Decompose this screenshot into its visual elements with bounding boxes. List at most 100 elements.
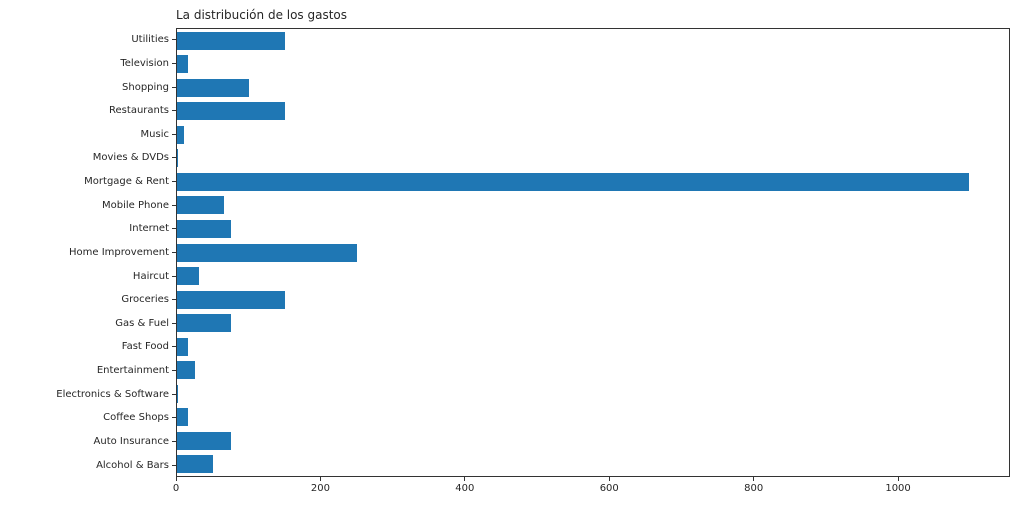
bar-row (177, 406, 1009, 430)
bar-row (177, 453, 1009, 477)
y-axis-label: Coffee Shops (103, 412, 169, 424)
y-axis-label: Mobile Phone (102, 199, 169, 211)
y-axis-tick-mark (172, 299, 176, 301)
y-axis-tick-mark (172, 110, 176, 112)
y-tick-row: Home Improvement (0, 241, 176, 265)
bar-row (177, 288, 1009, 312)
y-axis-label: Mortgage & Rent (84, 176, 169, 188)
bar (177, 337, 188, 356)
bar-row (177, 217, 1009, 241)
y-axis-tick-mark (172, 204, 176, 206)
x-axis-tick-label: 200 (310, 483, 330, 494)
y-tick-row: Auto Insurance (0, 430, 176, 454)
bar-row (177, 170, 1009, 194)
y-axis-tick-mark (172, 417, 176, 419)
y-axis-label: Gas & Fuel (115, 317, 169, 329)
y-axis-label: Entertainment (96, 365, 169, 377)
y-axis-label: Auto Insurance (93, 435, 169, 447)
bar (177, 408, 188, 427)
chart-title: La distribución de los gastos (176, 8, 348, 22)
bar-row (177, 264, 1009, 288)
x-axis-tick-mark (897, 477, 899, 481)
y-tick-row: Gas & Fuel (0, 312, 176, 336)
bar (177, 243, 358, 262)
y-axis-tick-mark (172, 440, 176, 442)
bar (177, 455, 214, 474)
y-axis-label: Alcohol & Bars (96, 459, 169, 471)
bar (177, 102, 286, 121)
bar (177, 196, 224, 215)
x-axis-tick-mark (319, 477, 321, 481)
y-axis-label: Electronics & Software (56, 388, 169, 400)
y-axis-labels: Utilities Television Shopping Restaurants Mu… (0, 28, 176, 477)
y-axis-tick-mark (172, 86, 176, 88)
y-axis-tick-mark (172, 275, 176, 277)
y-axis-label: Fast Food (121, 341, 169, 353)
y-axis-tick-mark (172, 157, 176, 159)
y-tick-row: Restaurants (0, 99, 176, 123)
x-axis-tick-mark (464, 477, 466, 481)
bar-row (177, 53, 1009, 77)
y-axis-label: Shopping (122, 81, 169, 93)
bar-row (177, 358, 1009, 382)
y-axis-label: Home Improvement (69, 246, 169, 258)
x-axis-tick-mark (753, 477, 755, 481)
y-tick-row: Haircut (0, 264, 176, 288)
bar-row (177, 147, 1009, 171)
y-tick-row: Alcohol & Bars (0, 453, 176, 477)
y-axis-tick-mark (172, 228, 176, 230)
y-axis-tick-mark (172, 251, 176, 253)
bar-row (177, 241, 1009, 265)
y-tick-row: Shopping (0, 75, 176, 99)
y-tick-row: Television (0, 52, 176, 76)
bar-row (177, 123, 1009, 147)
bar (177, 361, 195, 380)
y-axis-label: Internet (129, 223, 169, 235)
y-axis-tick-mark (172, 322, 176, 324)
x-axis-tick-label: 800 (744, 483, 764, 494)
y-tick-row: Movies & DVDs (0, 146, 176, 170)
y-axis-tick-mark (172, 62, 176, 64)
y-axis-tick-mark (172, 393, 176, 395)
y-axis-label: Music (140, 128, 169, 140)
y-axis-tick-mark (172, 370, 176, 372)
bar (177, 290, 286, 309)
y-axis-label: Haircut (132, 270, 169, 282)
x-axis-tick-mark (175, 477, 177, 481)
y-tick-row: Utilities (0, 28, 176, 52)
bar-row (177, 311, 1009, 335)
bar-row (177, 194, 1009, 218)
bar (177, 384, 178, 403)
bar (177, 55, 188, 74)
y-axis-label: Restaurants (109, 105, 169, 117)
y-tick-row: Mobile Phone (0, 193, 176, 217)
bars-container (177, 29, 1009, 476)
y-tick-row: Coffee Shops (0, 406, 176, 430)
y-axis-tick-mark (172, 39, 176, 41)
y-axis-label: Movies & DVDs (92, 152, 169, 164)
bar-row (177, 29, 1009, 53)
bar (177, 314, 232, 333)
bar (177, 125, 185, 144)
bar (177, 172, 970, 191)
bar (177, 220, 232, 239)
x-axis-tick-label: 400 (455, 483, 475, 494)
y-tick-row: Fast Food (0, 335, 176, 359)
x-axis: 0 200 400 600 800 1000 (173, 477, 1010, 499)
bar (177, 149, 178, 168)
bar (177, 31, 286, 50)
y-axis-label: Television (120, 57, 169, 69)
x-axis-tick-mark (608, 477, 610, 481)
y-tick-row: Mortgage & Rent (0, 170, 176, 194)
y-tick-row: Internet (0, 217, 176, 241)
bar-row (177, 76, 1009, 100)
plot-area (176, 28, 1010, 477)
y-tick-row: Entertainment (0, 359, 176, 383)
bar-row (177, 335, 1009, 359)
y-tick-row: Groceries (0, 288, 176, 312)
y-tick-row: Electronics & Software (0, 382, 176, 406)
bar-row (177, 100, 1009, 124)
y-axis-label: Utilities (131, 34, 169, 46)
y-axis-tick-mark (172, 181, 176, 183)
